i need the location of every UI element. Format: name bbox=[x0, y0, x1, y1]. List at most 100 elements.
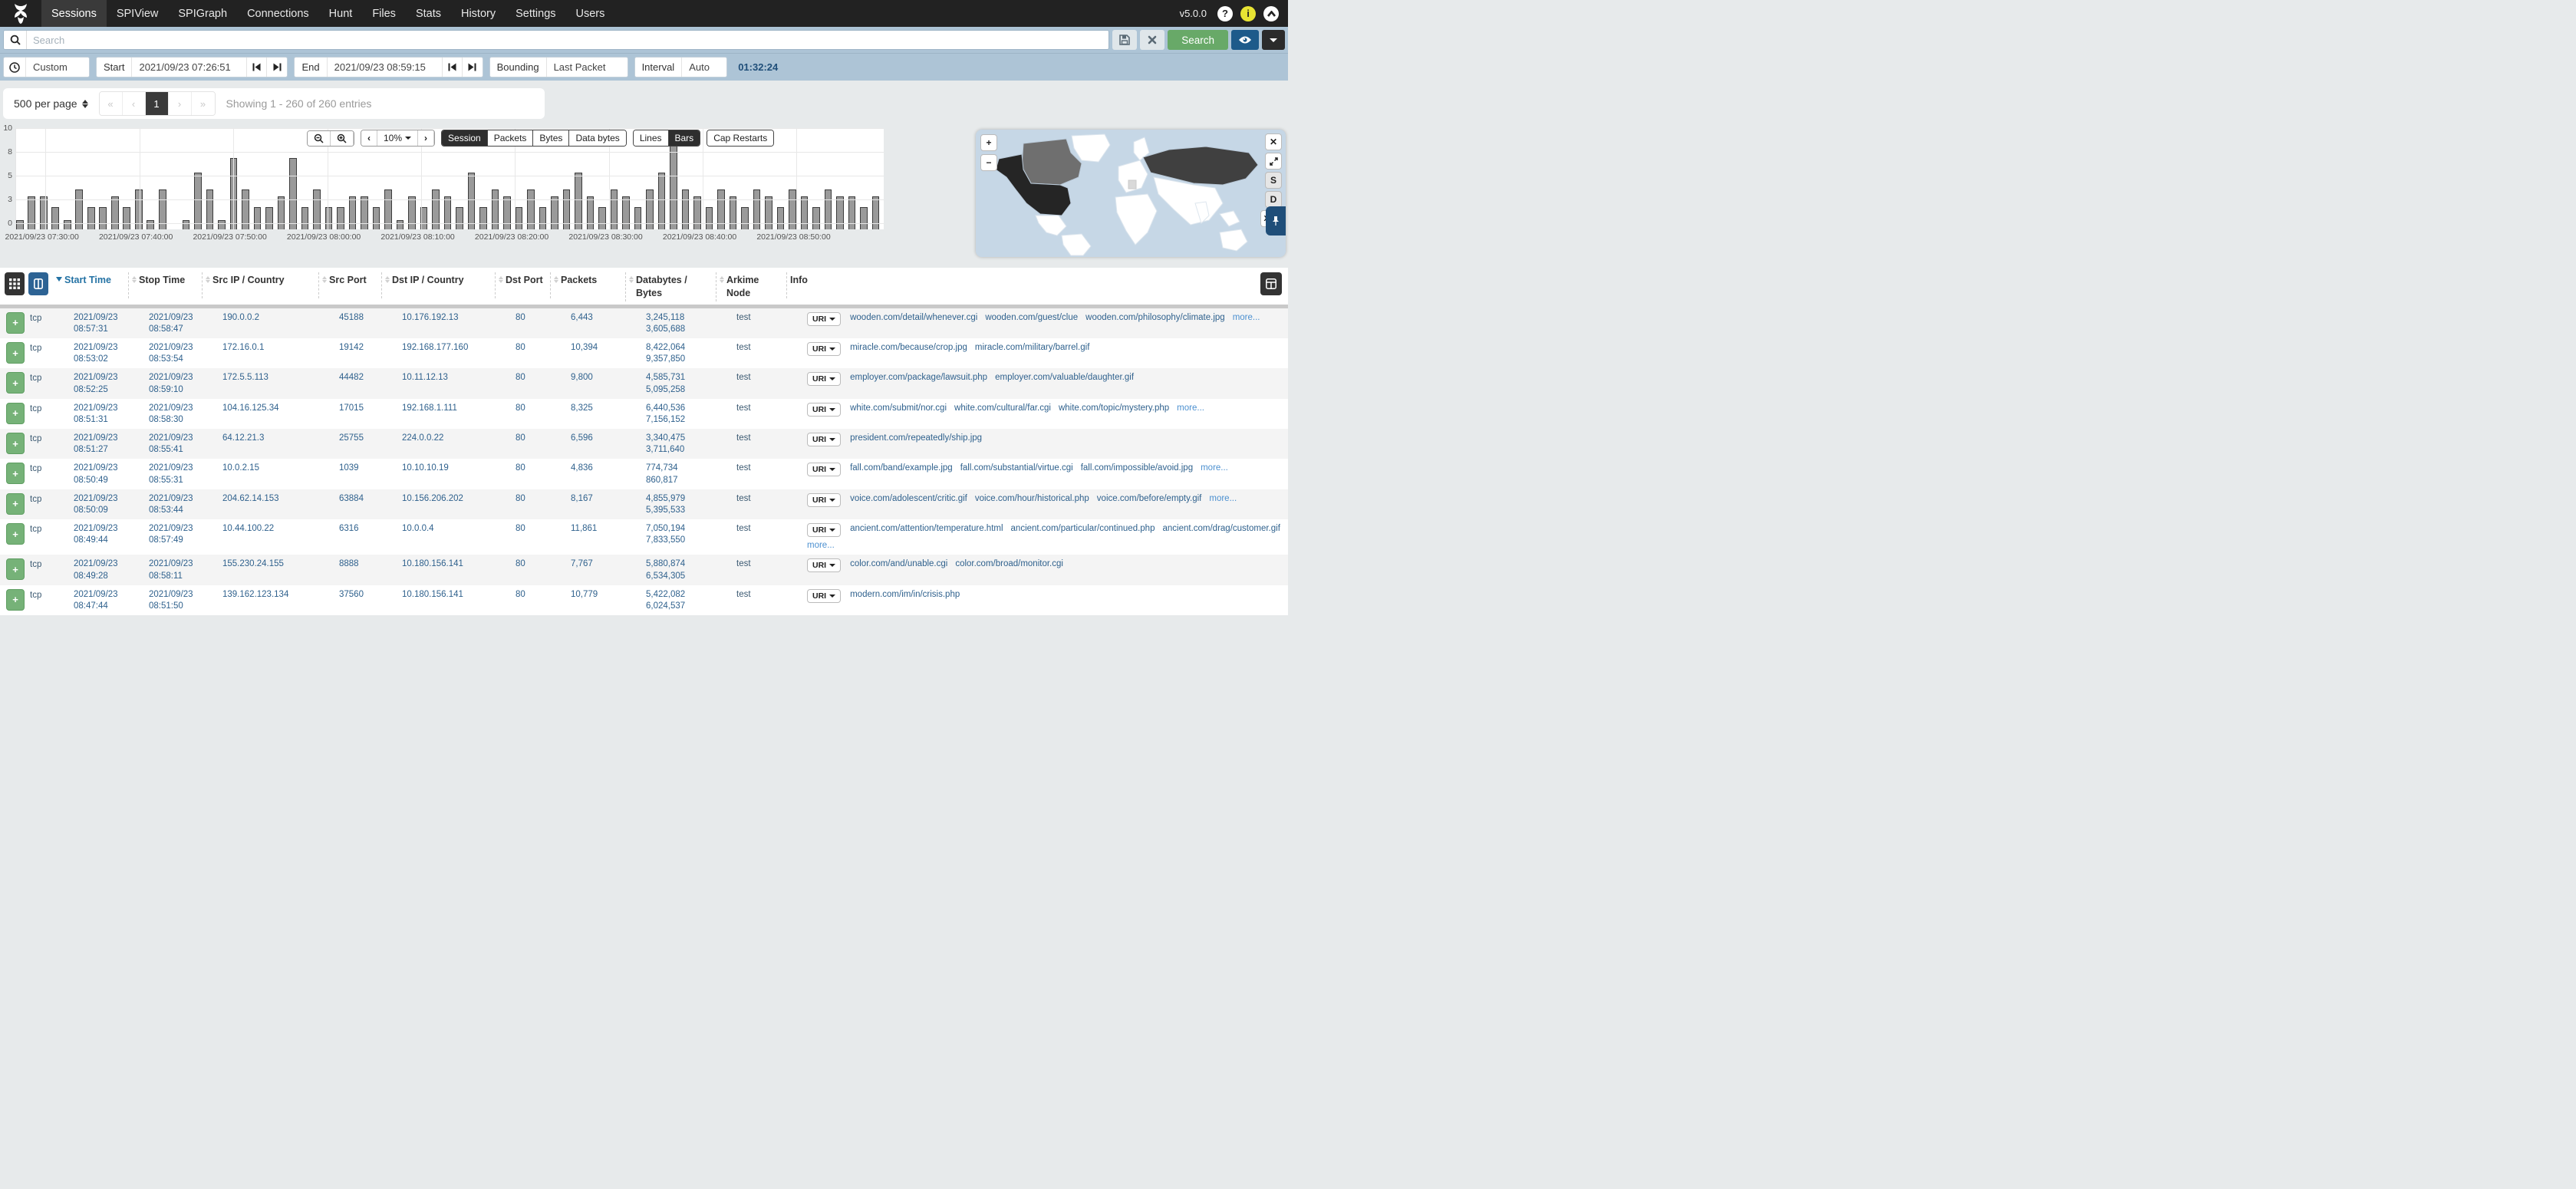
chart-bar[interactable] bbox=[28, 196, 35, 229]
column-header-src-ip-country[interactable]: Src IP / Country bbox=[202, 272, 318, 298]
start-skip-back-button[interactable] bbox=[247, 58, 267, 77]
uri-link[interactable]: employer.com/package/lawsuit.php bbox=[850, 372, 987, 384]
chart-bar[interactable] bbox=[479, 207, 487, 229]
chart-series-packets[interactable]: Packets bbox=[488, 130, 534, 146]
chart-bar[interactable] bbox=[801, 196, 809, 229]
src-port-cell[interactable]: 8888 bbox=[336, 558, 399, 571]
uri-link[interactable]: wooden.com/guest/clue bbox=[985, 312, 1078, 324]
dst-ip-cell[interactable]: 10.176.192.13 bbox=[399, 311, 512, 324]
chart-bar[interactable] bbox=[848, 196, 856, 229]
dst-ip-cell[interactable]: 10.11.12.13 bbox=[399, 371, 512, 384]
uri-link[interactable]: fall.com/impossible/avoid.jpg bbox=[1081, 463, 1193, 474]
page-size-select[interactable]: 500 per page bbox=[14, 97, 88, 110]
src-port-cell[interactable]: 37560 bbox=[336, 588, 399, 601]
uri-link[interactable]: white.com/topic/mystery.php bbox=[1059, 403, 1169, 414]
nav-item-files[interactable]: Files bbox=[362, 0, 406, 27]
uri-dropdown-button[interactable]: URI bbox=[807, 433, 841, 446]
chart-bar[interactable] bbox=[194, 173, 202, 229]
chart-bar[interactable] bbox=[218, 220, 226, 229]
expand-session-button[interactable]: + bbox=[6, 342, 25, 364]
page-button-5[interactable]: » bbox=[192, 92, 215, 115]
src-ip-cell[interactable]: 10.44.100.22 bbox=[219, 522, 336, 535]
chart-bar[interactable] bbox=[87, 207, 95, 229]
chart-bar[interactable] bbox=[147, 220, 154, 229]
actions-dropdown-button[interactable] bbox=[1262, 30, 1285, 50]
column-header-dst-port[interactable]: Dst Port bbox=[495, 272, 550, 298]
nav-item-settings[interactable]: Settings bbox=[506, 0, 565, 27]
column-header-src-port[interactable]: Src Port bbox=[318, 272, 381, 298]
column-header-start-time[interactable]: Start Time bbox=[53, 272, 128, 298]
nav-item-users[interactable]: Users bbox=[566, 0, 615, 27]
dst-port-cell[interactable]: 80 bbox=[512, 341, 568, 354]
chart-bar[interactable] bbox=[301, 207, 309, 229]
chart-bar[interactable] bbox=[397, 220, 404, 229]
uri-link[interactable]: wooden.com/philosophy/climate.jpg bbox=[1085, 312, 1225, 324]
chart-bar[interactable] bbox=[265, 207, 273, 229]
chart-bar[interactable] bbox=[408, 196, 416, 229]
chart-bar[interactable] bbox=[111, 196, 119, 229]
expand-session-button[interactable]: + bbox=[6, 312, 25, 334]
chart-bar[interactable] bbox=[670, 134, 677, 229]
dst-port-cell[interactable]: 80 bbox=[512, 588, 568, 601]
uri-dropdown-button[interactable]: URI bbox=[807, 493, 841, 507]
dst-port-cell[interactable]: 80 bbox=[512, 432, 568, 445]
cap-restarts-button[interactable]: Cap Restarts bbox=[707, 130, 773, 146]
dst-ip-cell[interactable]: 224.0.0.22 bbox=[399, 432, 512, 445]
uri-link[interactable]: miracle.com/because/crop.jpg bbox=[850, 342, 967, 354]
chart-bar[interactable] bbox=[468, 173, 476, 229]
expand-session-button[interactable]: + bbox=[6, 558, 25, 580]
src-ip-cell[interactable]: 172.5.5.113 bbox=[219, 371, 336, 384]
uri-link[interactable]: voice.com/hour/historical.php bbox=[975, 493, 1089, 505]
dst-port-cell[interactable]: 80 bbox=[512, 558, 568, 571]
uri-link[interactable]: fall.com/substantial/virtue.cgi bbox=[960, 463, 1073, 474]
dst-port-cell[interactable]: 80 bbox=[512, 371, 568, 384]
time-range-select[interactable]: Custom bbox=[26, 58, 89, 77]
chart-series-data-bytes[interactable]: Data bytes bbox=[569, 130, 625, 146]
chart-bar[interactable] bbox=[503, 196, 511, 229]
uri-link[interactable]: modern.com/im/in/crisis.php bbox=[850, 589, 960, 601]
map-pin-button[interactable] bbox=[1266, 206, 1286, 235]
src-port-cell[interactable]: 6316 bbox=[336, 522, 399, 535]
chart-bar[interactable] bbox=[51, 207, 59, 229]
end-skip-forward-button[interactable] bbox=[463, 58, 483, 77]
uri-link[interactable]: fall.com/band/example.jpg bbox=[850, 463, 953, 474]
uri-link[interactable]: white.com/cultural/far.cgi bbox=[954, 403, 1051, 414]
end-skip-back-button[interactable] bbox=[443, 58, 463, 77]
nav-item-spiview[interactable]: SPIView bbox=[107, 0, 169, 27]
uri-dropdown-button[interactable]: URI bbox=[807, 589, 841, 603]
more-link[interactable]: more... bbox=[1233, 312, 1260, 324]
chart-bar[interactable] bbox=[730, 196, 737, 229]
chart-bar[interactable] bbox=[860, 207, 868, 229]
chart-bar[interactable] bbox=[278, 196, 285, 229]
map-expand-button[interactable] bbox=[1265, 153, 1282, 170]
chart-bar[interactable] bbox=[456, 207, 463, 229]
packets-cell[interactable]: 6,443 bbox=[568, 311, 643, 324]
chart-bar[interactable] bbox=[693, 196, 701, 229]
chart-bar[interactable] bbox=[777, 207, 785, 229]
more-link[interactable]: more... bbox=[1201, 463, 1228, 474]
more-link[interactable]: more... bbox=[1177, 403, 1204, 414]
chart-bar[interactable] bbox=[765, 196, 772, 229]
src-ip-cell[interactable]: 190.0.0.2 bbox=[219, 311, 336, 324]
chart-bar[interactable] bbox=[658, 173, 666, 229]
src-ip-cell[interactable]: 155.230.24.155 bbox=[219, 558, 336, 571]
column-header-arkime-node[interactable]: Arkime Node bbox=[716, 272, 786, 301]
start-time-input[interactable]: 2021/09/23 07:26:51 bbox=[132, 58, 247, 77]
dst-port-cell[interactable]: 80 bbox=[512, 402, 568, 415]
expand-session-button[interactable]: + bbox=[6, 523, 25, 545]
chart-series-session[interactable]: Session bbox=[442, 130, 488, 146]
expand-session-button[interactable]: + bbox=[6, 463, 25, 484]
src-ip-cell[interactable]: 139.162.123.134 bbox=[219, 588, 336, 601]
save-search-button[interactable] bbox=[1112, 30, 1137, 50]
chart-bar[interactable] bbox=[373, 207, 380, 229]
uri-link[interactable]: color.com/broad/monitor.cgi bbox=[955, 558, 1063, 570]
src-port-cell[interactable]: 45188 bbox=[336, 311, 399, 324]
nav-item-connections[interactable]: Connections bbox=[237, 0, 319, 27]
chart-series-bytes[interactable]: Bytes bbox=[533, 130, 569, 146]
src-ip-cell[interactable]: 204.62.14.153 bbox=[219, 492, 336, 506]
help-icon[interactable]: ? bbox=[1217, 6, 1233, 21]
uri-link[interactable]: ancient.com/drag/customer.gif bbox=[1162, 523, 1280, 535]
expand-session-button[interactable]: + bbox=[6, 589, 25, 611]
scroll-top-icon[interactable] bbox=[1263, 6, 1279, 21]
uri-link[interactable]: voice.com/before/empty.gif bbox=[1097, 493, 1202, 505]
